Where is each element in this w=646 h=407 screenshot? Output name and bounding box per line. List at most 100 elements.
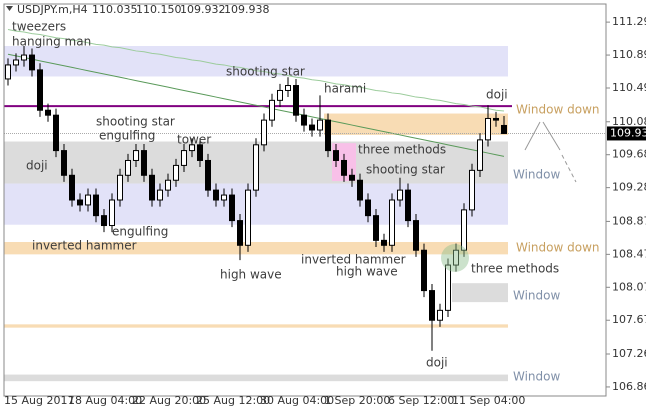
annotation: three methods: [471, 262, 559, 276]
annotation: shooting star: [96, 115, 175, 129]
zone: [4, 324, 508, 328]
candle-body: [125, 159, 131, 176]
y-tick-label: 106.860: [612, 380, 646, 393]
annotation: engulfing: [99, 129, 155, 143]
candle-body: [309, 124, 315, 131]
annotation: high wave: [336, 265, 398, 279]
candle-body: [197, 144, 203, 161]
candle-body: [45, 109, 51, 116]
candle-body: [445, 264, 451, 311]
candle-body: [429, 290, 435, 321]
annotation: tower: [177, 133, 211, 147]
candle-body: [453, 249, 459, 266]
annotation: shooting star: [226, 65, 305, 79]
header-price: 110.035: [92, 3, 138, 16]
candle-body: [53, 114, 59, 152]
symbol: USDJPY.m,H4: [17, 3, 88, 16]
candle-body: [157, 189, 163, 201]
last-price-label: 109.938: [610, 126, 646, 139]
candle-body: [221, 194, 227, 201]
candle-body: [13, 59, 19, 66]
moving-average: [7, 53, 505, 157]
annotation: doji: [26, 159, 48, 173]
arrow-line: [561, 154, 577, 183]
x-tick-label: 11 Sep 04:00: [452, 394, 525, 407]
zone: [4, 46, 508, 77]
candle-body: [501, 124, 507, 134]
y-tick-label: 107.260: [612, 347, 646, 360]
candle-body: [133, 150, 139, 161]
x-tick-label: 1 Sep 20:00: [324, 394, 390, 407]
annotation: tweezers: [12, 20, 66, 34]
x-tick-label: 15 Aug 2017: [4, 394, 74, 407]
header-price: 109.932: [180, 3, 226, 16]
last-price-tag: [607, 126, 646, 141]
candle-body: [437, 309, 443, 321]
candle-body: [317, 119, 323, 131]
annotation: inverted hammer: [301, 253, 406, 267]
candle-body: [365, 199, 371, 217]
moving-average: [7, 29, 505, 112]
candle-body: [341, 159, 347, 176]
candle-body: [357, 179, 363, 201]
header-price: 109.938: [224, 3, 270, 16]
y-tick-label: 111.290: [612, 15, 646, 28]
candle-body: [349, 174, 355, 181]
candle-body: [149, 174, 155, 201]
annotation: Window: [513, 370, 561, 384]
candle-body: [493, 117, 499, 121]
y-tick-label: 108.870: [612, 214, 646, 227]
plot-frame: [3, 3, 607, 397]
candle-body: [109, 199, 115, 227]
annotation: high wave: [220, 268, 282, 282]
highlight-circle: [441, 244, 469, 272]
candle-body: [293, 85, 299, 116]
menu-triangle[interactable]: [6, 6, 13, 11]
candle-body: [165, 179, 171, 191]
arrows: [524, 121, 577, 183]
candle-body: [389, 199, 395, 246]
candle-body: [253, 144, 259, 191]
x-tick-label: 6 Sep 12:00: [388, 394, 454, 407]
annotation: inverted hammer: [32, 239, 137, 253]
annotation: hanging man: [12, 35, 91, 49]
candle-body: [333, 150, 339, 161]
candle-body: [85, 194, 91, 206]
candle-body: [405, 189, 411, 222]
candle-body: [101, 215, 107, 227]
candle-body: [205, 159, 211, 191]
y-tick-label: 109.280: [612, 181, 646, 194]
candle-body: [373, 215, 379, 241]
candle-body: [485, 117, 491, 141]
candle-body: [397, 189, 403, 201]
annotation: Window: [513, 168, 561, 182]
candle-body: [381, 239, 387, 246]
candle-body: [189, 144, 195, 152]
candle-body: [93, 194, 99, 217]
candle-body: [301, 114, 307, 126]
annotation: engulfing: [112, 225, 168, 239]
candle-body: [269, 99, 275, 121]
candle-body: [141, 150, 147, 176]
candle-body: [21, 54, 27, 61]
candle-body: [421, 249, 427, 292]
candle-body: [5, 64, 11, 80]
plot: [4, 29, 606, 351]
candle-body: [69, 174, 75, 201]
candle-body: [37, 69, 43, 111]
candle-body: [325, 119, 331, 152]
candle-body: [285, 85, 291, 91]
candle-body: [261, 119, 267, 146]
candle-body: [469, 169, 475, 211]
zone: [452, 283, 508, 303]
x-tick-label: 25 Aug 12:00: [196, 394, 270, 407]
header-price: 110.150: [136, 3, 182, 16]
candle-body: [77, 199, 83, 206]
candle-body: [461, 209, 467, 251]
y-tick-label: 110.490: [612, 81, 646, 94]
candle-body: [229, 194, 235, 222]
zone: [4, 374, 508, 382]
candle-body: [29, 54, 35, 71]
